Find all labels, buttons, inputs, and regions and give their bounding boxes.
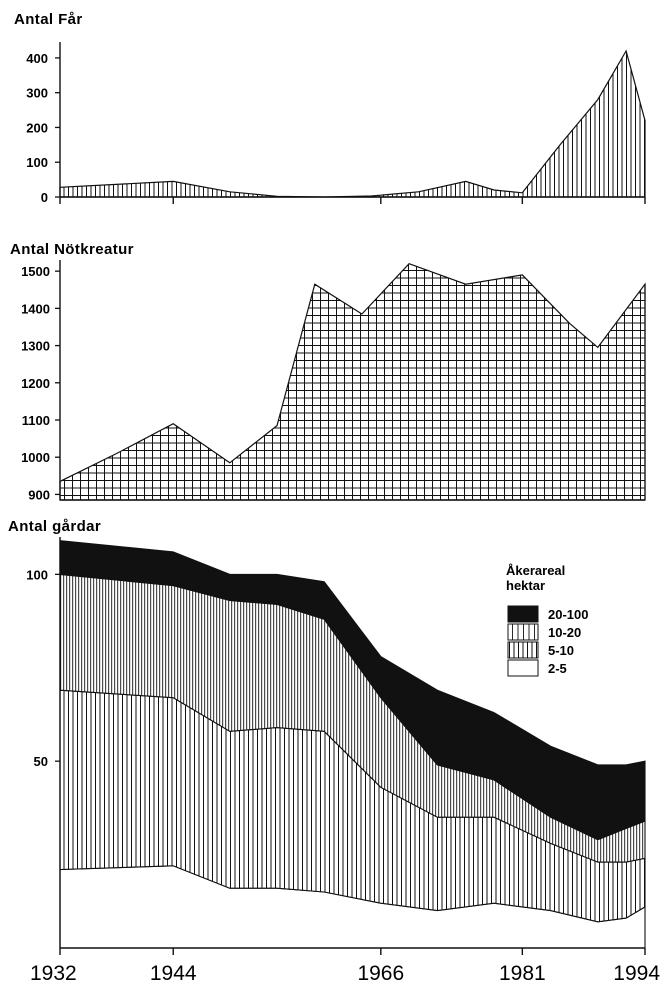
- x-tick-label-1944: 1944: [150, 962, 197, 985]
- x-tick-label-1981: 1981: [499, 962, 546, 985]
- cattle-ytick-label: 1500: [21, 264, 50, 279]
- legend-title-line2: hektar: [506, 578, 545, 593]
- sheep-ytick-label: 400: [26, 51, 48, 66]
- x-tick-label-1994: 1994: [613, 962, 660, 985]
- sheep-ytick-label: 300: [26, 86, 48, 101]
- x-tick-label-1966: 1966: [357, 962, 404, 985]
- farms-panel: Antal gårdar 50 100 Åkerareal hektar 20-1…: [8, 518, 645, 955]
- cattle-panel: Antal Nötkreatur 900 1000 1100 1200 1300 1400…: [10, 241, 645, 502]
- legend: Åkerareal hektar 20-100 10-20 5-10 2-5: [506, 563, 588, 676]
- sheep-ytick-label: 200: [26, 120, 48, 135]
- legend-swatch-10-20: [508, 624, 538, 640]
- cattle-area: [60, 264, 645, 500]
- legend-title-line1: Åkerareal: [506, 563, 565, 578]
- cattle-chart-title: Antal Nötkreatur: [10, 241, 134, 258]
- legend-swatch-20-100: [508, 606, 538, 622]
- legend-swatch-2-5: [508, 660, 538, 676]
- farms-ytick-label: 50: [34, 754, 48, 769]
- cattle-ytick-label: 1300: [21, 339, 50, 354]
- farms-chart-title: Antal gårdar: [8, 518, 101, 535]
- legend-label-2-5: 2-5: [548, 661, 567, 676]
- sheep-panel: Antal Får 0 100 200 300 400: [14, 11, 645, 205]
- sheep-area: [60, 51, 645, 197]
- cattle-ytick-label: 1400: [21, 301, 50, 316]
- x-tick-label-1932: 1932: [30, 962, 77, 985]
- farms-ytick-label: 100: [26, 567, 48, 582]
- cattle-ytick-label: 1200: [21, 376, 50, 391]
- sheep-chart-title: Antal Får: [14, 11, 83, 28]
- legend-label-5-10: 5-10: [548, 643, 574, 658]
- cattle-ytick-label: 1000: [21, 450, 50, 465]
- cattle-ytick-label: 1100: [22, 413, 50, 428]
- legend-label-20-100: 20-100: [548, 607, 588, 622]
- legend-swatch-5-10: [508, 642, 538, 658]
- legend-label-10-20: 10-20: [548, 625, 581, 640]
- cattle-ytick-label: 900: [28, 487, 50, 502]
- sheep-ytick-label: 0: [41, 190, 48, 205]
- x-axis-labels: 1932 1944 1966 1981 1994: [30, 962, 660, 985]
- sheep-ytick-label: 100: [26, 155, 48, 170]
